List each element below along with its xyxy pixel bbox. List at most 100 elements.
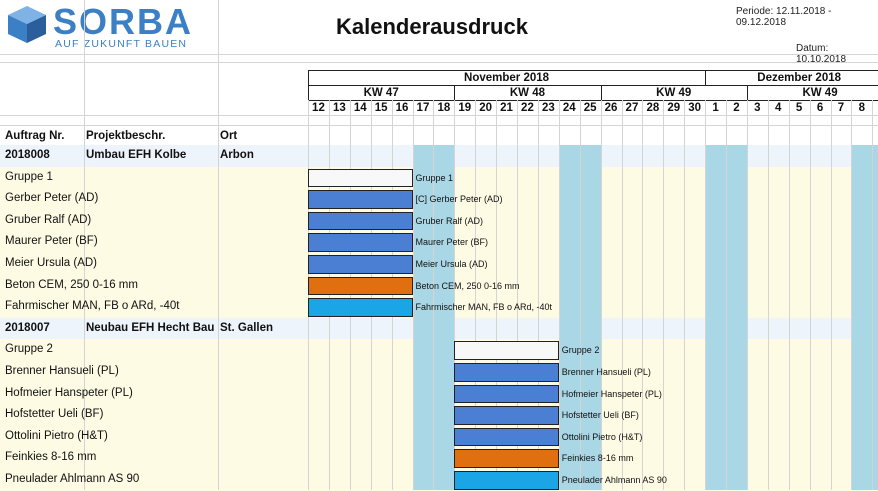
- resource-label: Gruppe 1: [5, 170, 53, 183]
- schedule-bar[interactable]: [454, 406, 559, 425]
- day-number: 20: [479, 102, 493, 114]
- schedule-bar[interactable]: [454, 363, 559, 382]
- month-divider: [308, 70, 309, 85]
- day-column-line: [872, 100, 874, 490]
- day-number: 3: [754, 102, 761, 114]
- order-number: 2018008: [5, 149, 50, 161]
- col-head-ort: Ort: [220, 130, 238, 142]
- col-head-auftrag: Auftrag Nr.: [5, 130, 65, 142]
- schedule-bar-label: Gruppe 2: [561, 345, 600, 356]
- weekend-column: [705, 145, 747, 490]
- day-number: 2: [733, 102, 740, 114]
- schedule-bar[interactable]: [454, 449, 559, 468]
- day-column-line: [830, 100, 832, 490]
- day-column-line: [746, 100, 748, 490]
- day-number: 27: [625, 102, 639, 114]
- day-number: 4: [775, 102, 782, 114]
- column-separator: [84, 0, 85, 490]
- schedule-bar[interactable]: [308, 298, 413, 317]
- schedule-bar[interactable]: [308, 255, 413, 274]
- week-divider: [746, 85, 748, 100]
- day-column-line: [621, 100, 623, 490]
- day-number: 13: [332, 102, 346, 114]
- periode-text: Periode: 12.11.2018 - 09.12.2018: [736, 6, 832, 28]
- resource-label: Feinkies 8-16 mm: [5, 451, 97, 464]
- resource-label: Gerber Peter (AD): [5, 192, 99, 205]
- header-line: [308, 70, 878, 71]
- day-number: 30: [688, 102, 702, 114]
- resource-label: Maurer Peter (BF): [5, 235, 98, 248]
- schedule-bar-label: Feinkies 8-16 mm: [561, 453, 634, 464]
- page-title: Kalenderausdruck: [336, 14, 528, 39]
- schedule-bar-label: Ottolini Pietro (H&T): [561, 431, 643, 442]
- day-number: 19: [458, 102, 472, 114]
- day-number: 7: [837, 102, 845, 114]
- day-number: 23: [541, 102, 555, 114]
- schedule-bar-label: Hofmeier Hanspeter (PL): [561, 388, 662, 399]
- grid-line: [0, 125, 878, 126]
- day-number: 14: [353, 102, 367, 114]
- resource-label: Hofmeier Hanspeter (PL): [5, 386, 133, 399]
- week-divider: [454, 85, 456, 100]
- day-number: 29: [667, 102, 681, 114]
- schedule-bar[interactable]: [454, 341, 559, 360]
- header-line: [308, 100, 878, 101]
- logo-cube-icon: [6, 4, 48, 44]
- resource-label: Beton CEM, 250 0-16 mm: [5, 278, 138, 291]
- schedule-bar[interactable]: [454, 427, 559, 447]
- day-number: 17: [416, 102, 430, 114]
- day-column-line: [705, 100, 707, 490]
- resource-label: Pneulader Ahlmann AS 90: [5, 473, 140, 485]
- week-header: KW 47: [363, 87, 399, 99]
- schedule-bar[interactable]: [308, 233, 413, 252]
- day-number: 6: [816, 102, 824, 114]
- day-column-line: [788, 100, 790, 490]
- day-column-line: [642, 100, 644, 490]
- day-number: 5: [795, 102, 803, 114]
- day-number: 24: [562, 102, 576, 114]
- schedule-bar-label: Pneulader Ahlmann AS 90: [561, 475, 667, 485]
- resource-label: Gruppe 2: [5, 343, 53, 356]
- resource-label: Ottolini Pietro (H&T): [5, 429, 108, 442]
- schedule-bar-label: Brenner Hansueli (PL): [561, 367, 651, 377]
- week-divider: [308, 85, 309, 100]
- day-number: 25: [583, 102, 597, 114]
- project-description: Umbau EFH Kolbe: [86, 149, 187, 161]
- day-column-line: [663, 100, 665, 490]
- day-number: 18: [437, 102, 451, 114]
- schedule-bar[interactable]: [308, 276, 413, 296]
- day-column-line: [684, 100, 686, 490]
- schedule-bar[interactable]: [454, 384, 559, 404]
- schedule-bar[interactable]: [308, 211, 413, 231]
- schedule-bar-label: Beton CEM, 250 0-16 mm: [415, 280, 520, 291]
- datum-text: Datum: 10.10.2018: [796, 43, 847, 65]
- weekend-column: [851, 145, 878, 490]
- day-column-line: [537, 100, 539, 490]
- project-description: Neubau EFH Hecht Bau: [86, 321, 215, 334]
- logo-name: SORBA: [53, 1, 194, 42]
- week-header: KW 49: [656, 87, 692, 99]
- grid-line: [0, 54, 878, 55]
- week-header: KW 49: [802, 87, 838, 99]
- day-number: 15: [374, 102, 388, 114]
- schedule-bar-label: Fahrmischer MAN, FB o ARd, -40t: [415, 302, 553, 313]
- resource-label: Hofstetter Ueli (BF): [5, 408, 104, 421]
- grid-line: [0, 62, 878, 63]
- month-divider: [705, 70, 707, 85]
- schedule-bar[interactable]: [454, 471, 559, 490]
- day-number: 16: [395, 102, 409, 114]
- day-column-line: [579, 100, 581, 490]
- resource-label: Brenner Hansueli (PL): [5, 365, 119, 377]
- week-divider: [600, 85, 602, 100]
- day-column-line: [496, 100, 498, 490]
- resource-label: Meier Ursula (AD): [5, 257, 98, 269]
- schedule-bar[interactable]: [308, 168, 413, 188]
- day-number: 1: [712, 102, 719, 114]
- schedule-bar-label: Hofstetter Ueli (BF): [561, 410, 639, 421]
- month-header: November 2018: [464, 72, 550, 84]
- schedule-bar[interactable]: [308, 190, 413, 209]
- resource-label: Gruber Ralf (AD): [5, 213, 92, 226]
- day-column-line: [767, 100, 769, 490]
- logo-tagline: AUF ZUKUNFT BAUEN: [55, 38, 188, 50]
- order-number: 2018007: [5, 321, 50, 334]
